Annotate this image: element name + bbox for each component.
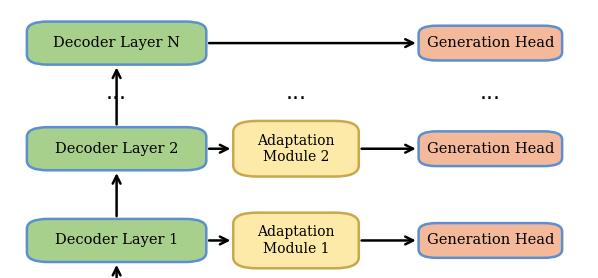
- FancyBboxPatch shape: [27, 219, 206, 262]
- Text: Decoder Layer N: Decoder Layer N: [53, 36, 180, 50]
- FancyBboxPatch shape: [419, 26, 562, 61]
- FancyBboxPatch shape: [419, 223, 562, 258]
- FancyBboxPatch shape: [27, 22, 206, 65]
- Text: ···: ···: [480, 89, 501, 109]
- Text: Adaptation
Module 1: Adaptation Module 1: [257, 225, 335, 255]
- Text: Decoder Layer 2: Decoder Layer 2: [55, 142, 178, 156]
- Text: Generation Head: Generation Head: [426, 142, 554, 156]
- Text: Adaptation
Module 2: Adaptation Module 2: [257, 134, 335, 164]
- FancyBboxPatch shape: [27, 127, 206, 170]
- FancyBboxPatch shape: [233, 213, 359, 268]
- Text: Generation Head: Generation Head: [426, 36, 554, 50]
- Text: ···: ···: [106, 89, 127, 109]
- Text: Generation Head: Generation Head: [426, 234, 554, 247]
- FancyBboxPatch shape: [233, 121, 359, 177]
- Text: ···: ···: [285, 89, 307, 109]
- FancyBboxPatch shape: [419, 131, 562, 166]
- Text: Decoder Layer 1: Decoder Layer 1: [55, 234, 178, 247]
